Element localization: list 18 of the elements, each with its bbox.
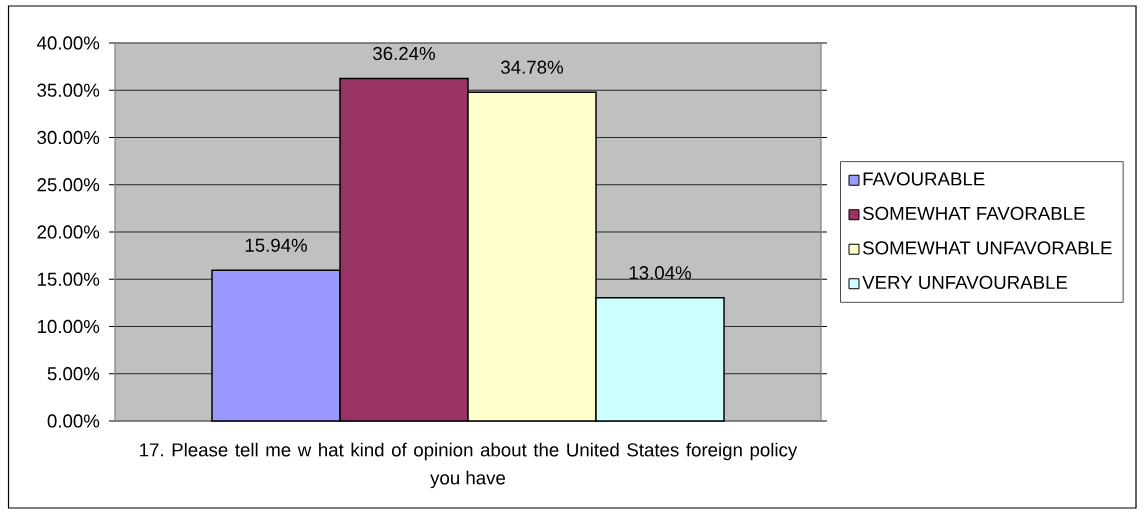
y-tick-label: 0.00% (47, 414, 100, 428)
legend-label: FAVOURABLE (863, 172, 985, 186)
legend-label: SOMEWHAT UNFAVORABLE (863, 241, 1112, 255)
y-tick-label: 35.00% (37, 83, 100, 97)
y-tick-label: 20.00% (37, 225, 100, 239)
y-tick-label: 5.00% (47, 367, 100, 381)
y-tick-label: 10.00% (37, 319, 100, 334)
legend-label: VERY UNFAVOURABLE (862, 275, 1068, 290)
data-label: 15.94% (245, 238, 307, 252)
legend-label: SOMEWHAT FAVORABLE (863, 206, 1085, 221)
x-tick-label: 17. Please tell me w hat kind of opinion about the United States foreign policy you have (140, 442, 798, 489)
data-label: 36.24% (373, 46, 435, 61)
y-tick-label: 15.00% (37, 272, 100, 286)
y-tick-label: 25.00% (37, 178, 100, 192)
data-label: 13.04% (629, 266, 691, 280)
y-tick-label: 30.00% (37, 130, 100, 145)
data-label: 34.78% (501, 60, 563, 74)
y-tick-label: 40.00% (36, 36, 100, 50)
